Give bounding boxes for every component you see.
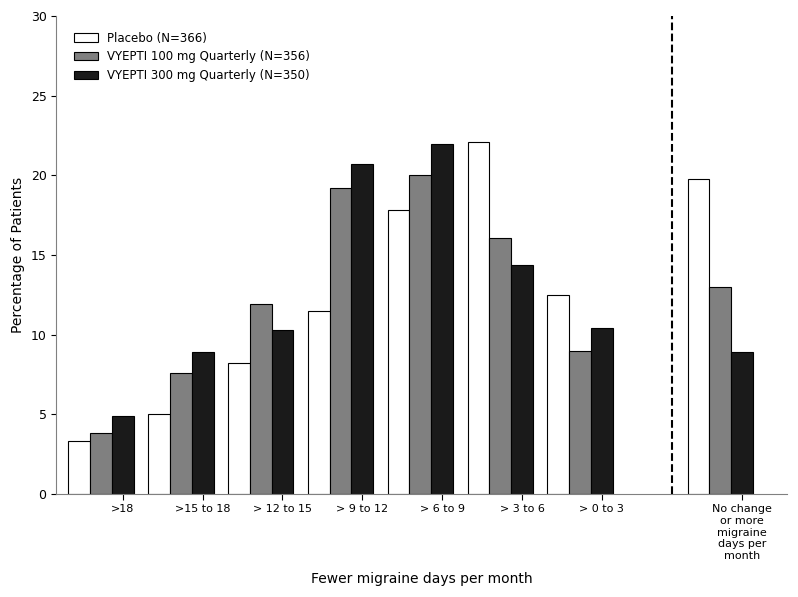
Bar [250,304,271,494]
Bar [192,352,214,494]
Bar [351,164,373,494]
Legend: Placebo (N=366), VYEPTI 100 mg Quarterly (N=356), VYEPTI 300 mg Quarterly (N=350: Placebo (N=366), VYEPTI 100 mg Quarterly… [69,27,315,87]
Bar [148,414,170,494]
Y-axis label: Percentage of Patients: Percentage of Patients [11,177,25,333]
Bar [431,143,453,494]
Bar [489,238,511,494]
Bar [731,352,753,494]
Bar [170,373,192,494]
X-axis label: Fewer migraine days per month: Fewer migraine days per month [310,572,532,586]
Bar [112,416,134,494]
Bar [330,188,351,494]
Bar [388,210,409,494]
Bar [547,295,569,494]
Bar [688,179,709,494]
Bar [409,176,431,494]
Bar [308,311,330,494]
Bar [228,364,250,494]
Bar [468,142,489,494]
Bar [569,350,591,494]
Bar [591,328,613,494]
Bar [90,433,112,494]
Bar [271,330,294,494]
Bar [69,441,90,494]
Bar [709,287,731,494]
Bar [511,264,533,494]
